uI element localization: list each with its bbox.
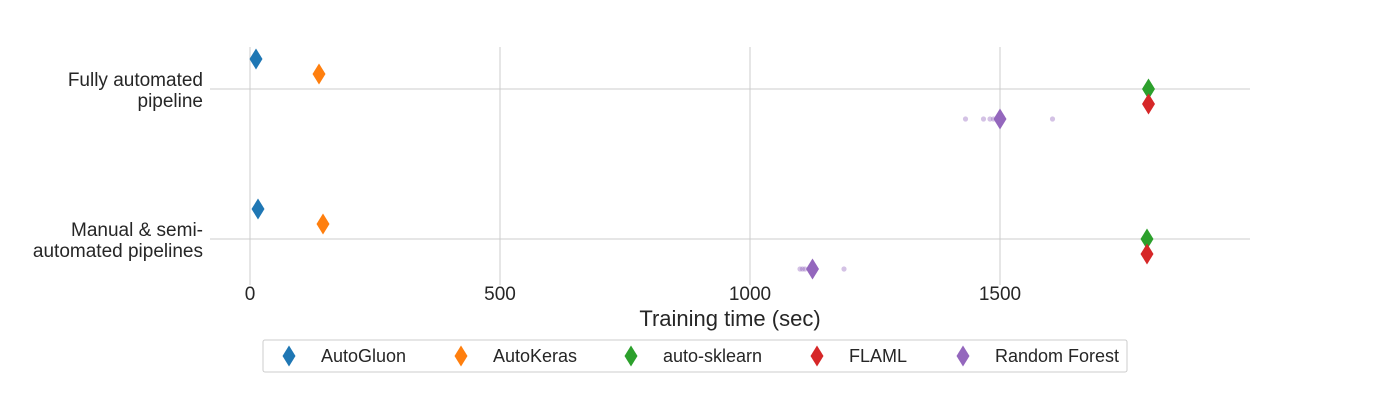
raw-point xyxy=(987,116,993,122)
legend-marker xyxy=(282,345,296,367)
legend: AutoGluon AutoKeras auto-sklearn FLAML Rando… xyxy=(262,339,1128,373)
marker-auto-sklearn-fully xyxy=(1142,78,1155,100)
raw-point xyxy=(980,116,987,122)
markers-layer xyxy=(249,48,1155,280)
raw-point xyxy=(1049,116,1056,122)
legend-marker xyxy=(956,345,970,367)
legend-marker xyxy=(624,345,638,367)
marker-autogluon-fully xyxy=(249,48,263,70)
legend-label: Random Forest xyxy=(995,346,1119,366)
raw-point xyxy=(797,266,803,272)
raw-points-layer xyxy=(797,116,1056,272)
marker-random-forest-manual xyxy=(806,258,819,280)
marker-autokeras-fully xyxy=(312,63,326,85)
legend-label: AutoKeras xyxy=(493,346,577,366)
x-axis-title: Training time (sec) xyxy=(639,306,820,331)
marker-auto-sklearn-manual xyxy=(1140,228,1154,250)
grid-layer xyxy=(210,47,1250,285)
marker-autokeras-manual xyxy=(316,213,330,235)
legend-marker xyxy=(454,345,468,367)
legend-frame xyxy=(262,339,1128,373)
raw-point xyxy=(802,266,808,272)
legend-label: FLAML xyxy=(849,346,907,366)
x-tick-label: 0 xyxy=(245,284,256,305)
marker-flaml-fully xyxy=(1142,93,1155,115)
legend-label: auto-sklearn xyxy=(663,346,762,366)
raw-point xyxy=(962,116,969,122)
marker-random-forest-fully xyxy=(993,108,1007,130)
x-tick-label: 1500 xyxy=(979,284,1021,305)
category-label: Manual & semi-automated pipelines xyxy=(33,220,203,262)
labels-layer: 0 500 1000 1500 Fully automated pipeline Manua… xyxy=(33,70,1021,305)
category-label: Fully automated pipeline xyxy=(68,70,203,112)
x-tick-label: 1000 xyxy=(729,284,771,305)
raw-point xyxy=(799,266,806,272)
legend-marker xyxy=(810,345,824,367)
legend-label: AutoGluon xyxy=(321,346,406,366)
raw-point xyxy=(841,266,847,272)
marker-autogluon-manual xyxy=(251,198,265,220)
x-tick-label: 500 xyxy=(484,284,516,305)
marker-flaml-manual xyxy=(1140,243,1154,265)
